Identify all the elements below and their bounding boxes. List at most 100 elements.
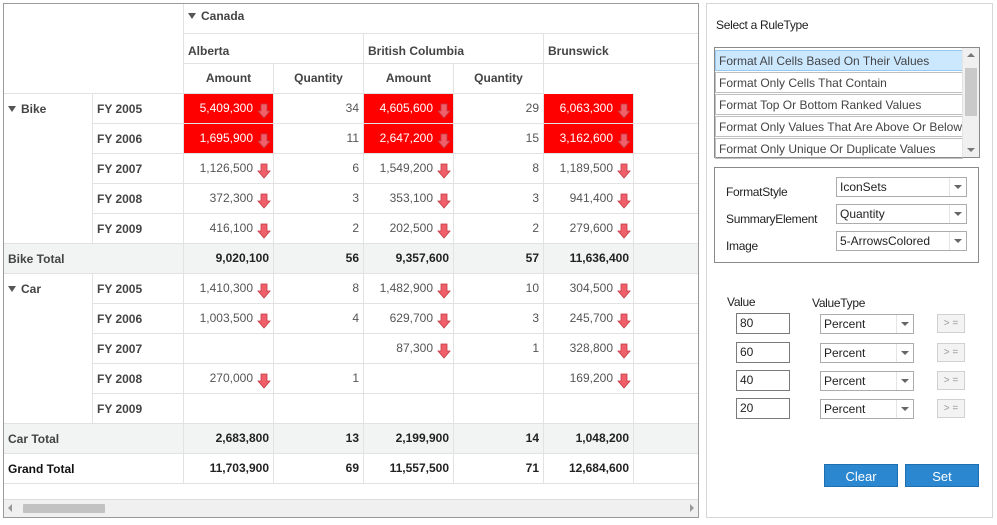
scroll-up-icon[interactable] [967,53,975,57]
total-quantity-cell[interactable]: 69 [274,454,364,484]
amount-cell[interactable] [184,334,274,364]
amount-cell[interactable]: 87,300 [364,334,454,364]
quantity-cell[interactable]: 2 [274,214,364,244]
amount-cell[interactable]: 5,409,300 [184,94,274,124]
amount-cell[interactable]: 1,410,300 [184,274,274,304]
quantity-header[interactable]: Quantity [274,64,364,94]
total-amount-cell[interactable]: 12,684,600 [544,454,634,484]
total-quantity-cell[interactable]: 71 [454,454,544,484]
comparison-operator-button[interactable]: > = [937,371,965,390]
rule-type-list[interactable]: Format All Cells Based On Their Values Fo… [714,47,980,159]
quantity-cell[interactable]: 10 [454,274,544,304]
year-header[interactable]: FY 2007 [93,334,184,364]
amount-cell[interactable]: 2,647,200 [364,124,454,154]
total-amount-cell[interactable]: 11,636,400 [544,244,634,274]
chevron-down-icon[interactable] [896,400,913,418]
quantity-cell[interactable]: 2 [454,214,544,244]
amount-cell[interactable]: 328,800 [544,334,634,364]
year-header[interactable]: FY 2005 [93,274,184,304]
province-header[interactable]: Brunswick [544,34,698,64]
total-quantity-cell[interactable]: 57 [454,244,544,274]
quantity-cell[interactable] [634,394,698,424]
amount-cell[interactable]: 941,400 [544,184,634,214]
quantity-cell[interactable]: 4 [274,304,364,334]
condition-value-type-select[interactable]: Percent [820,343,914,363]
quantity-cell[interactable] [634,94,698,124]
amount-cell[interactable]: 416,100 [184,214,274,244]
collapse-icon[interactable] [8,286,16,292]
horizontal-scrollbar[interactable] [4,499,698,517]
quantity-cell[interactable]: 3 [454,304,544,334]
quantity-cell[interactable] [454,394,544,424]
total-quantity-cell[interactable] [634,454,698,484]
amount-cell[interactable]: 1,695,900 [184,124,274,154]
summary-element-select[interactable]: Quantity [836,204,967,224]
chevron-down-icon[interactable] [949,232,966,250]
year-header[interactable]: FY 2008 [93,364,184,394]
quantity-header[interactable]: Quantity [454,64,544,94]
amount-cell[interactable]: 245,700 [544,304,634,334]
year-header[interactable]: FY 2006 [93,304,184,334]
province-header[interactable]: Alberta [184,34,364,64]
rule-type-item[interactable]: Format Only Values That Are Above Or Bel… [715,116,963,137]
total-amount-cell[interactable]: 9,020,100 [184,244,274,274]
amount-cell[interactable]: 3,162,600 [544,124,634,154]
amount-cell[interactable]: 304,500 [544,274,634,304]
total-quantity-cell[interactable] [634,244,698,274]
quantity-cell[interactable]: 8 [274,274,364,304]
province-header[interactable]: British Columbia [364,34,544,64]
total-quantity-cell[interactable]: 14 [454,424,544,454]
amount-cell[interactable]: 1,003,500 [184,304,274,334]
comparison-operator-button[interactable]: > = [937,314,965,333]
image-select[interactable]: 5-ArrowsColored [836,231,967,251]
rule-type-item[interactable]: Format Only Unique Or Duplicate Values [715,138,963,159]
total-amount-cell[interactable]: 11,557,500 [364,454,454,484]
rule-type-item[interactable]: Format Only Cells That Contain [715,72,963,93]
amount-cell[interactable]: 1,126,500 [184,154,274,184]
condition-value-type-select[interactable]: Percent [820,371,914,391]
chevron-down-icon[interactable] [949,205,966,223]
condition-value-input[interactable]: 40 [736,370,790,391]
year-header[interactable]: FY 2008 [93,184,184,214]
rule-list-scrollbar[interactable] [962,48,979,157]
row-group-header[interactable]: Bike [4,94,93,244]
total-quantity-cell[interactable]: 13 [274,424,364,454]
quantity-cell[interactable]: 8 [454,154,544,184]
quantity-cell[interactable] [634,304,698,334]
amount-cell[interactable]: 629,700 [364,304,454,334]
quantity-cell[interactable]: 29 [454,94,544,124]
chevron-down-icon[interactable] [949,178,966,196]
amount-cell[interactable]: 270,000 [184,364,274,394]
amount-cell[interactable] [364,364,454,394]
year-header[interactable]: FY 2009 [93,214,184,244]
quantity-cell[interactable]: 3 [274,184,364,214]
condition-value-input[interactable]: 60 [736,342,790,363]
quantity-cell[interactable]: 6 [274,154,364,184]
collapse-icon[interactable] [188,13,196,19]
comparison-operator-button[interactable]: > = [937,343,965,362]
set-button[interactable]: Set [905,464,979,487]
amount-header[interactable]: Amount [364,64,454,94]
scroll-left-icon[interactable] [8,504,12,512]
amount-cell[interactable]: 372,300 [184,184,274,214]
total-amount-cell[interactable]: 2,199,900 [364,424,454,454]
amount-cell[interactable]: 1,482,900 [364,274,454,304]
amount-cell[interactable]: 1,189,500 [544,154,634,184]
year-header[interactable]: FY 2009 [93,394,184,424]
row-group-header[interactable]: Car [4,274,93,424]
amount-header[interactable]: Amount [184,64,274,94]
pivot-grid[interactable]: Canada Alberta British Columbia Brunswick Am… [3,3,699,518]
condition-value-type-select[interactable]: Percent [820,399,914,419]
total-amount-cell[interactable]: 1,048,200 [544,424,634,454]
quantity-cell[interactable]: 1 [274,364,364,394]
amount-cell[interactable]: 279,600 [544,214,634,244]
chevron-down-icon[interactable] [896,315,913,333]
quantity-cell[interactable] [634,364,698,394]
quantity-cell[interactable] [274,334,364,364]
quantity-cell[interactable] [634,124,698,154]
rule-type-item[interactable]: Format Top Or Bottom Ranked Values [715,94,963,115]
chevron-down-icon[interactable] [896,372,913,390]
condition-value-type-select[interactable]: Percent [820,314,914,334]
quantity-cell[interactable] [454,364,544,394]
collapse-icon[interactable] [8,106,16,112]
